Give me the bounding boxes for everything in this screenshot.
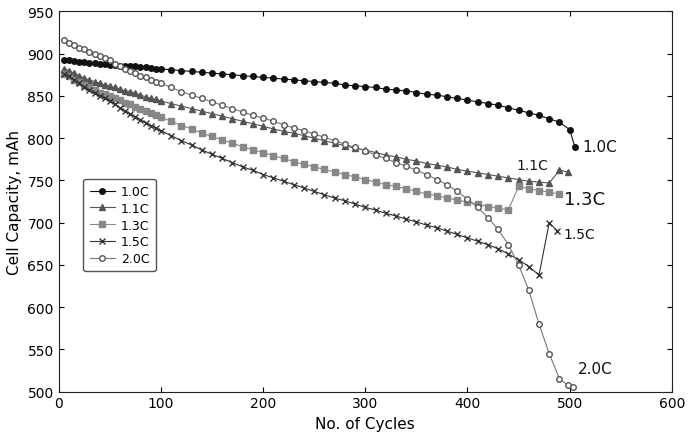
1.3C xyxy=(70,78,78,83)
Y-axis label: Cell Capacity, mAh: Cell Capacity, mAh xyxy=(7,130,22,275)
Line: 1.1C: 1.1C xyxy=(61,67,570,186)
1.0C xyxy=(177,69,185,74)
1.0C xyxy=(131,64,140,70)
1.3C xyxy=(136,107,145,112)
1.0C xyxy=(331,81,339,87)
1.5C xyxy=(392,214,400,219)
1.1C xyxy=(147,97,155,102)
Line: 1.3C: 1.3C xyxy=(61,72,562,213)
1.1C xyxy=(136,93,145,99)
1.5C xyxy=(91,92,99,97)
1.3C xyxy=(392,184,400,190)
1.5C xyxy=(60,72,68,78)
Text: 1.1C: 1.1C xyxy=(516,159,549,173)
Text: 1.5C: 1.5C xyxy=(563,228,595,242)
1.1C xyxy=(157,99,165,104)
1.3C xyxy=(269,154,277,159)
2.0C xyxy=(177,90,185,95)
2.0C xyxy=(121,67,129,72)
Line: 1.0C: 1.0C xyxy=(61,58,578,150)
1.0C xyxy=(494,103,502,109)
1.5C xyxy=(106,99,114,104)
Line: 1.5C: 1.5C xyxy=(60,71,561,279)
X-axis label: No. of Cycles: No. of Cycles xyxy=(316,416,415,431)
1.1C xyxy=(563,170,572,175)
2.0C xyxy=(290,126,298,131)
1.3C xyxy=(106,94,114,99)
1.5C xyxy=(535,273,543,278)
1.1C xyxy=(545,181,554,186)
2.0C xyxy=(60,39,68,44)
1.1C xyxy=(340,144,349,149)
1.3C xyxy=(555,192,563,197)
1.0C xyxy=(121,64,129,69)
Text: 1.0C: 1.0C xyxy=(582,140,617,155)
1.1C xyxy=(60,67,68,72)
1.5C xyxy=(136,118,145,123)
2.0C xyxy=(331,139,339,144)
1.0C xyxy=(571,145,579,150)
1.3C xyxy=(60,72,68,78)
1.5C xyxy=(554,229,562,234)
Text: 1.3C: 1.3C xyxy=(563,191,605,208)
2.0C xyxy=(569,385,577,390)
1.3C xyxy=(504,208,513,213)
1.5C xyxy=(269,176,277,181)
Legend: 1.0C, 1.1C, 1.3C, 1.5C, 2.0C: 1.0C, 1.1C, 1.3C, 1.5C, 2.0C xyxy=(83,180,156,272)
1.3C xyxy=(91,88,99,93)
1.1C xyxy=(111,86,119,91)
1.0C xyxy=(290,78,298,83)
1.5C xyxy=(70,78,78,83)
2.0C xyxy=(131,71,140,77)
1.1C xyxy=(167,102,175,107)
2.0C xyxy=(494,227,502,233)
Line: 2.0C: 2.0C xyxy=(61,38,576,390)
Text: 2.0C: 2.0C xyxy=(578,361,612,377)
1.0C xyxy=(60,58,68,63)
